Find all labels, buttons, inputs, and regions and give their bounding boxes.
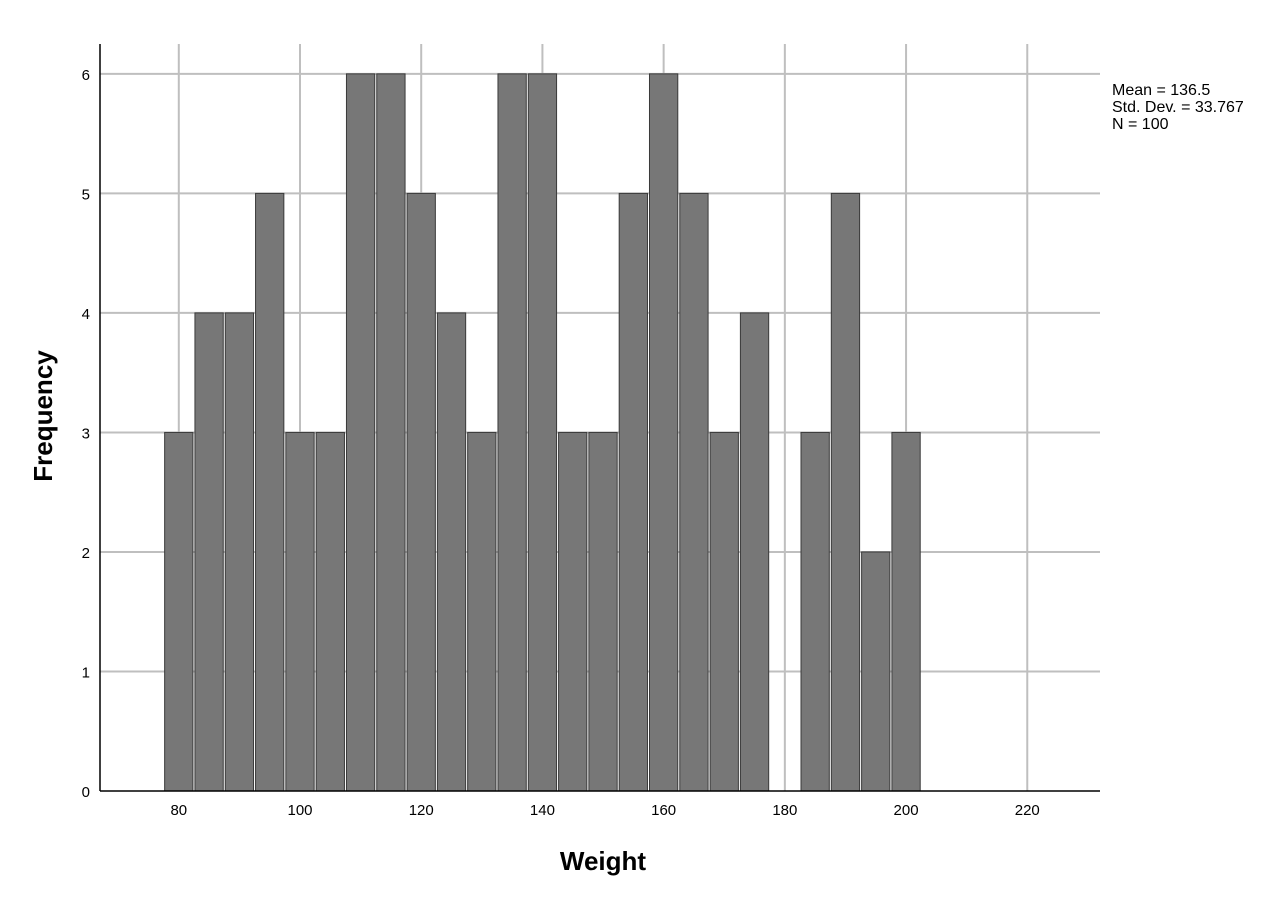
histogram-bar — [376, 73, 406, 792]
y-tick-label: 3 — [82, 425, 90, 442]
histogram-bar — [800, 431, 830, 792]
histogram-bar — [315, 431, 345, 792]
histogram-bar — [194, 312, 224, 792]
histogram-bar — [709, 431, 739, 792]
histogram-bar — [558, 431, 588, 792]
histogram-bar — [345, 73, 376, 792]
summary-statistics: Mean = 136.5 Std. Dev. = 33.767 N = 100 — [1112, 82, 1244, 133]
x-tick-label: 120 — [409, 802, 434, 819]
x-axis-title: Weight — [560, 846, 647, 876]
histogram-bar — [467, 431, 497, 792]
x-tick-label: 220 — [1015, 802, 1040, 819]
histogram-bar — [285, 431, 315, 792]
axes — [99, 44, 1100, 792]
histogram-bar — [527, 73, 558, 792]
y-tick-label: 0 — [82, 784, 90, 801]
tick-labels: 80 100 120 140 160 180 200 220 0 1 2 3 4 5 6 — [82, 67, 1040, 819]
y-tick-label: 5 — [82, 186, 90, 203]
histogram-bar — [255, 192, 285, 792]
x-tick-label: 180 — [772, 802, 797, 819]
stat-std-dev: Std. Dev. = 33.767 — [1112, 99, 1244, 116]
x-tick-label: 160 — [651, 802, 676, 819]
histogram-bar — [436, 312, 467, 792]
histogram-bar — [497, 73, 527, 792]
y-tick-label: 2 — [82, 545, 90, 562]
histogram-bar — [224, 312, 255, 792]
histogram-bar — [891, 431, 921, 792]
x-tick-label: 80 — [170, 802, 187, 819]
histogram-bar — [648, 73, 679, 792]
x-tick-label: 200 — [894, 802, 919, 819]
y-axis-title: Frequency — [28, 350, 58, 482]
histogram-bars — [164, 73, 921, 792]
histogram-bar — [830, 192, 861, 792]
histogram-bar — [164, 431, 194, 792]
x-tick-label: 140 — [530, 802, 555, 819]
stat-mean: Mean = 136.5 — [1112, 82, 1210, 99]
histogram-bar — [588, 431, 618, 792]
x-tick-label: 100 — [287, 802, 312, 819]
y-tick-label: 4 — [82, 306, 90, 323]
histogram-bar — [618, 192, 648, 792]
y-tick-label: 1 — [82, 664, 90, 681]
histogram-bar — [861, 551, 891, 792]
y-tick-label: 6 — [82, 67, 90, 84]
histogram-bar — [406, 192, 436, 792]
stat-n: N = 100 — [1112, 116, 1169, 133]
histogram-bar — [679, 192, 709, 792]
histogram-bar — [739, 312, 770, 792]
